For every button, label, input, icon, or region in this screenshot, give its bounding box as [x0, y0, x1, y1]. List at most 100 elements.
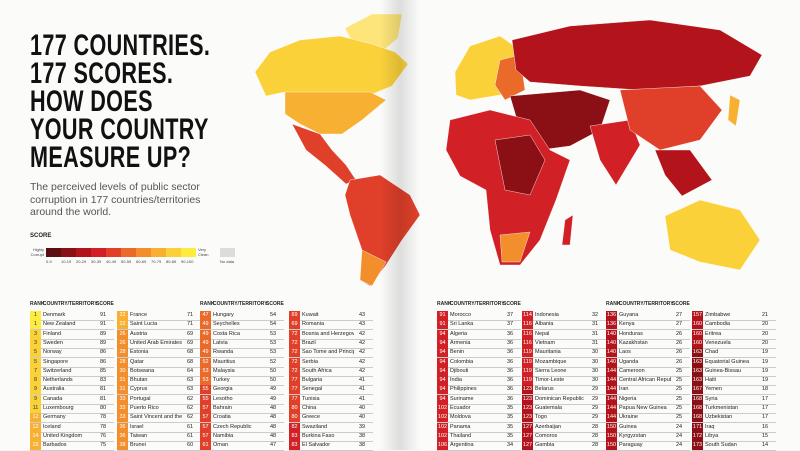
legend-swatch	[106, 248, 121, 257]
country-cell: Austria	[130, 330, 148, 337]
rank-cell: 7	[30, 366, 41, 376]
rank-cell: 9	[30, 385, 41, 395]
table-row: 94 Benin 36	[437, 348, 521, 359]
rank-cell: 119	[522, 357, 533, 367]
score-cell: 36	[507, 395, 514, 402]
table-row: 102 Thailand 35	[437, 431, 521, 442]
score-cell: 25	[676, 395, 683, 402]
score-cell: 80	[100, 405, 107, 411]
rank-cell: 94	[437, 376, 448, 386]
table-row: 94 Djibouti 36	[437, 366, 521, 377]
score-cell: 35	[507, 405, 514, 411]
rank-cell: 1	[30, 320, 41, 330]
table-row: 77 Bulgaria 41	[289, 376, 373, 387]
country-cell: Eritrea	[705, 330, 722, 337]
score-cell: 19	[762, 349, 769, 356]
table-row: 49 Latvia 53	[200, 338, 284, 349]
subtitle: The perceived levels of public sector co…	[30, 181, 201, 218]
score-cell: 68	[187, 358, 194, 365]
country-cell: Syria	[705, 395, 718, 402]
score-cell: 62	[187, 395, 194, 402]
score-cell: 69	[187, 339, 194, 346]
rank-cell: 106	[437, 441, 448, 451]
country-cell: Belarus	[535, 386, 554, 393]
rank-cell: 72	[289, 357, 300, 367]
country-cell: Croatia	[213, 414, 231, 421]
table-row: 33 Puerto Rico 62	[117, 404, 201, 414]
country-cell: Malaysia	[213, 367, 235, 374]
table-row: 160 Cambodia 20	[692, 320, 776, 331]
score-cell: 20	[762, 339, 769, 346]
country-cell: Iraq	[705, 423, 715, 430]
score-cell: 86	[100, 358, 107, 365]
country-cell: Switzerland	[43, 367, 72, 374]
country-cell: Indonesia	[535, 312, 559, 318]
score-cell: 38	[359, 432, 366, 439]
rank-cell: 150	[606, 422, 617, 432]
rank-cell: 91	[437, 320, 448, 330]
rank-cell: 3	[30, 338, 41, 348]
table-row: 144 Papua New Guinea 25	[606, 404, 690, 414]
score-cell: 25	[676, 405, 683, 411]
country-cell: Haiti	[705, 377, 717, 384]
score-cell: 29	[592, 414, 599, 421]
score-cell: 81	[100, 386, 107, 393]
country-cell: Argentina	[450, 442, 474, 449]
rank-cell: 140	[606, 338, 617, 348]
rank-cell: 160	[692, 320, 703, 330]
country-cell: Tunisia	[302, 395, 320, 402]
country-cell: Timor-Leste	[535, 377, 565, 384]
score-cell: 30	[592, 358, 599, 365]
table-header: RANK	[30, 301, 45, 307]
score-cell: 91	[100, 321, 107, 328]
table-row: 12 Germany 78	[30, 413, 114, 424]
table-row: 160 Venezuela 20	[692, 338, 776, 349]
rank-cell: 136	[606, 311, 617, 320]
rank-cell: 168	[692, 394, 703, 404]
country-cell: Yemen	[705, 386, 722, 393]
table-header: SCORE	[503, 301, 521, 307]
table-row: 116 Nepal 31	[522, 329, 606, 340]
score-cell: 63	[187, 386, 194, 393]
country-cell: Botswana	[130, 367, 155, 374]
table-row: 47 Hungary 54	[200, 311, 284, 321]
title: 177 COUNTRIES. 177 SCORES. HOW DOES YOUR CO…	[30, 31, 210, 173]
score-cell: 86	[100, 349, 107, 356]
country-cell: Canada	[43, 395, 63, 402]
country-cell: Sierra Leone	[535, 367, 567, 374]
country-cell: Costa Rica	[213, 330, 240, 337]
rank-cell: 83	[289, 431, 300, 441]
rank-cell: 167	[692, 385, 703, 395]
rank-cell: 94	[437, 366, 448, 376]
table-header: SCORE	[672, 301, 690, 307]
rank-cell: 38	[117, 441, 128, 451]
score-cell: 48	[270, 423, 277, 430]
rank-cell: 140	[606, 348, 617, 358]
score-cell: 26	[676, 349, 683, 356]
china	[619, 85, 723, 151]
table-row: 49 Costa Rica 53	[200, 329, 284, 340]
rank-cell: 173	[692, 441, 703, 451]
rank-cell: 94	[437, 385, 448, 395]
rank-cell: 163	[692, 376, 703, 386]
score-cell: 39	[359, 423, 366, 430]
table-header: COUNTRY/TERRITORY	[450, 301, 505, 307]
country-cell: India	[450, 377, 462, 384]
table-row: 150 Kyrgyzstan 24	[606, 431, 690, 442]
rank-cell: 140	[606, 329, 617, 339]
score-cell: 36	[507, 377, 514, 384]
table-row: 72 Sao Tome and Principe 42	[289, 348, 373, 359]
country-cell: Turkey	[213, 377, 230, 384]
madagascar	[561, 214, 574, 246]
country-cell: Australia	[43, 386, 65, 393]
score-cell: 36	[507, 358, 514, 365]
country-cell: Morocco	[450, 312, 472, 318]
table-row: 5 Norway 86	[30, 348, 114, 359]
table-row: 168 Turkmenistan 17	[692, 404, 776, 414]
score-cell: 54	[270, 321, 277, 328]
rank-cell: 94	[437, 394, 448, 404]
country-cell: Puerto Rico	[130, 405, 159, 411]
rank-cell: 53	[200, 366, 211, 376]
legend-swatch	[61, 248, 76, 257]
score-cell: 43	[359, 321, 366, 328]
